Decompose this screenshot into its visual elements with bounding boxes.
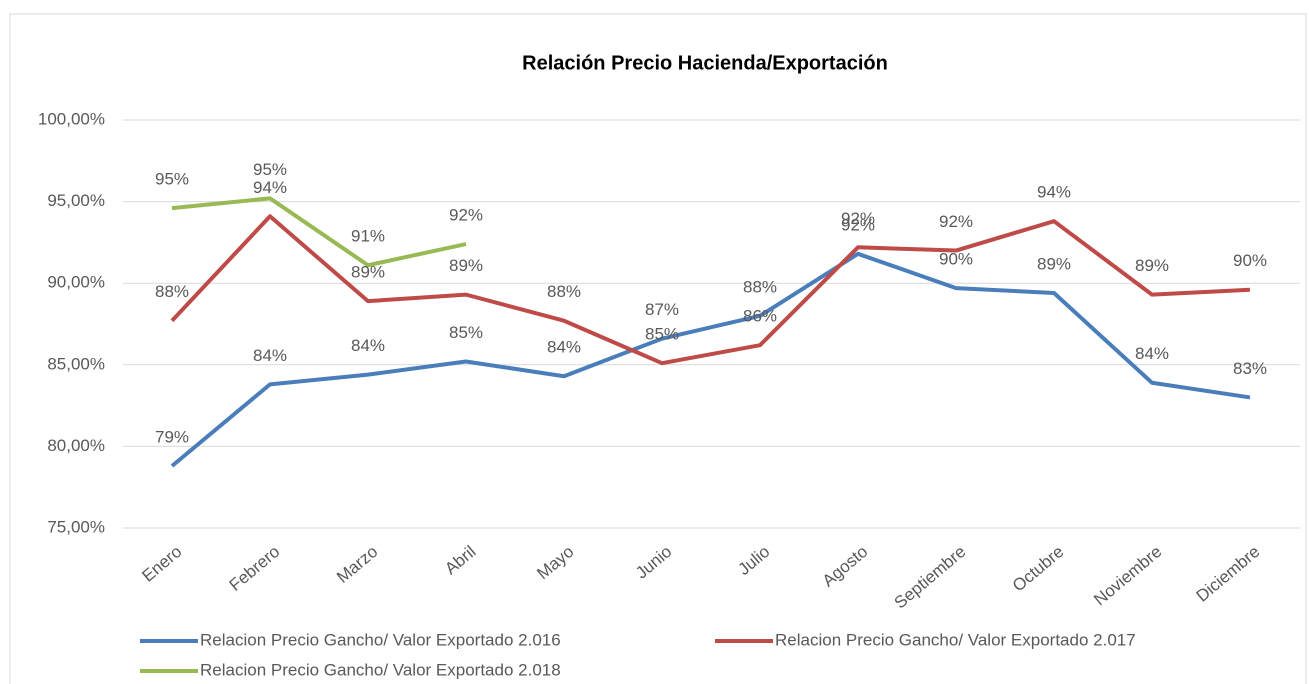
data-label: 92% [841, 215, 875, 234]
y-tick-label: 75,00% [47, 517, 105, 536]
data-label: 89% [351, 263, 385, 282]
y-tick-label: 100,00% [38, 109, 105, 128]
y-tick-label: 95,00% [47, 191, 105, 210]
y-tick-label: 80,00% [47, 436, 105, 455]
data-label: 85% [645, 325, 679, 344]
data-label: 88% [155, 282, 189, 301]
data-label: 92% [841, 209, 875, 228]
series-line [170, 214, 1251, 366]
data-label: 83% [1233, 359, 1267, 378]
data-label: 95% [253, 160, 287, 179]
y-tick-label: 85,00% [47, 354, 105, 373]
data-label: 94% [1037, 183, 1071, 202]
series-line [170, 251, 1251, 468]
data-label: 95% [155, 170, 189, 189]
legend-label: Relacion Precio Gancho/ Valor Exportado … [200, 660, 561, 679]
data-label: 89% [1135, 256, 1169, 275]
data-label: 79% [155, 427, 189, 446]
data-label: 84% [351, 336, 385, 355]
data-label: 92% [939, 212, 973, 231]
data-label: 87% [645, 300, 679, 319]
data-label: 90% [1233, 251, 1267, 270]
data-label: 88% [743, 277, 777, 296]
series-line [171, 196, 467, 268]
legend-label: Relacion Precio Gancho/ Valor Exportado … [200, 630, 561, 649]
data-label: 88% [547, 282, 581, 301]
data-label: 84% [547, 338, 581, 357]
chart-frame [9, 13, 1307, 684]
chart-title: Relación Precio Hacienda/Exportación [522, 52, 888, 74]
data-label: 86% [743, 307, 777, 326]
data-label: 94% [253, 178, 287, 197]
legend-label: Relacion Precio Gancho/ Valor Exportado … [775, 630, 1136, 649]
data-label: 84% [1135, 344, 1169, 363]
data-label: 89% [449, 256, 483, 275]
y-tick-label: 90,00% [47, 273, 105, 292]
data-label: 89% [1037, 254, 1071, 273]
data-label: 90% [939, 250, 973, 269]
data-label: 84% [253, 346, 287, 365]
data-label: 91% [351, 227, 385, 246]
data-label: 92% [449, 206, 483, 225]
data-label: 85% [449, 323, 483, 342]
